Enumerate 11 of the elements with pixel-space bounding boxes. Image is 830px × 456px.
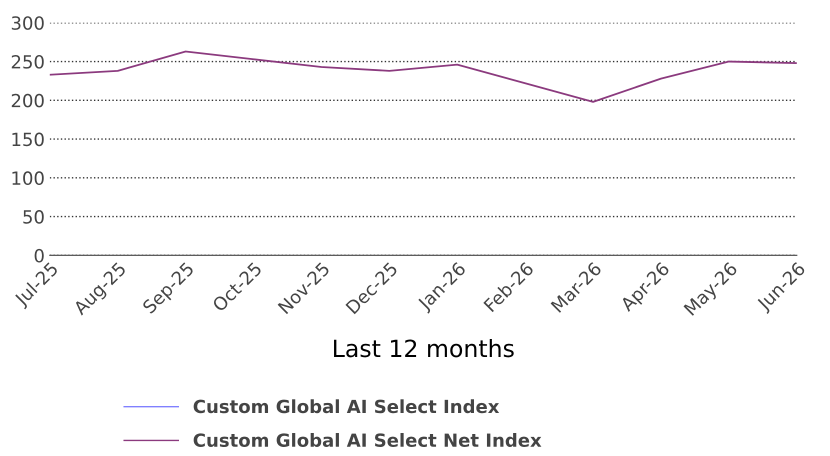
- x-axis-title: Last 12 months: [334, 339, 514, 358]
- y-tick-label: 150: [12, 132, 44, 146]
- legend-label: Custom Global AI Select Net Index: [194, 433, 542, 447]
- line-series: [50, 50, 797, 103]
- y-tick-label: 50: [23, 210, 44, 224]
- y-tick-label: 100: [12, 171, 44, 185]
- legend-label: Custom Global AI Select Index: [194, 399, 500, 414]
- y-tick-label: 300: [12, 16, 44, 30]
- y-tick-label: 250: [12, 55, 44, 69]
- y-tick-label: 0: [34, 248, 44, 262]
- y-tick-label: 200: [12, 94, 44, 108]
